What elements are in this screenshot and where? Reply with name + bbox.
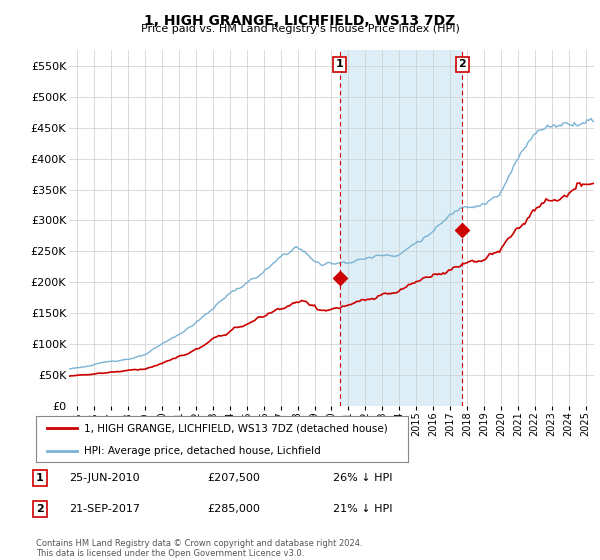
Text: Contains HM Land Registry data © Crown copyright and database right 2024.
This d: Contains HM Land Registry data © Crown c… [36,539,362,558]
Text: 21-SEP-2017: 21-SEP-2017 [69,504,140,514]
Text: HPI: Average price, detached house, Lichfield: HPI: Average price, detached house, Lich… [85,446,321,455]
Text: 1: 1 [336,59,344,69]
Text: 25-JUN-2010: 25-JUN-2010 [69,473,140,483]
Text: 21% ↓ HPI: 21% ↓ HPI [333,504,392,514]
Text: 2: 2 [458,59,466,69]
Text: 2: 2 [36,504,44,514]
Bar [340,50,462,406]
Text: £285,000: £285,000 [207,504,260,514]
Text: 26% ↓ HPI: 26% ↓ HPI [333,473,392,483]
Text: £207,500: £207,500 [207,473,260,483]
Text: 1, HIGH GRANGE, LICHFIELD, WS13 7DZ (detached house): 1, HIGH GRANGE, LICHFIELD, WS13 7DZ (det… [85,423,388,433]
Point [457,225,467,234]
Text: Price paid vs. HM Land Registry's House Price Index (HPI): Price paid vs. HM Land Registry's House … [140,24,460,34]
Text: 1: 1 [36,473,44,483]
Point [335,273,344,282]
Text: 1, HIGH GRANGE, LICHFIELD, WS13 7DZ: 1, HIGH GRANGE, LICHFIELD, WS13 7DZ [145,14,455,28]
